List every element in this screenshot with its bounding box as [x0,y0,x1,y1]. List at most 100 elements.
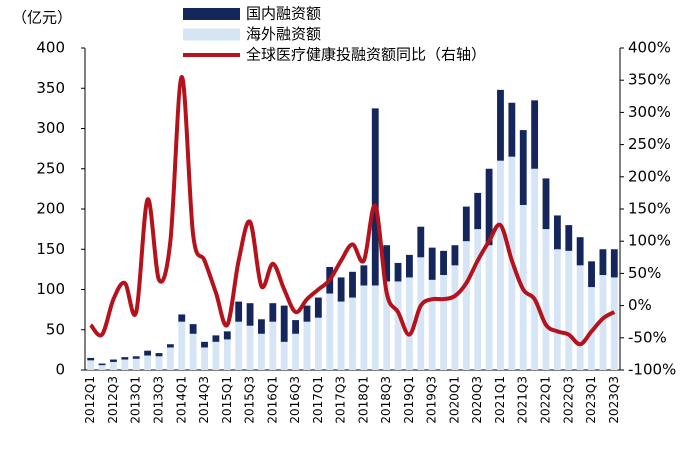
bar-segment [155,356,163,370]
bar-segment [485,245,493,370]
bar-segment [212,335,220,342]
bar-segment [451,265,459,370]
bar-segment [371,285,379,370]
x-tick-label: 2021Q1 [493,376,507,424]
bar-segment [110,361,117,370]
bar-segment [588,261,595,288]
x-tick-label: 2013Q3 [151,376,165,424]
bar-segment [144,355,152,370]
x-tick-label: 2016Q3 [288,376,302,424]
bar-segment [576,237,584,266]
bar-segment [508,102,516,157]
bar-segment [462,206,470,242]
bar-segment [440,275,447,370]
x-tick-label: 2020Q1 [447,376,461,424]
x-tick-label: 2012Q3 [106,376,120,424]
y2-tick-label: 50% [628,264,661,282]
legend-label: 海外融资额 [246,25,321,43]
y2-tick-label: 300% [628,103,671,121]
bar-segment [497,89,504,161]
bar-segment [258,319,265,334]
bar-segment [337,277,345,302]
bar-segment [314,317,322,370]
x-tick-label: 2017Q1 [311,376,325,424]
bar-segment [121,359,129,370]
bar-segment [132,356,140,359]
y-unit-label: （亿元） [12,9,72,27]
bar-segment [417,257,425,370]
bar-segment [542,178,550,230]
bar-segment [98,363,106,366]
x-tick-label: 2021Q3 [516,376,530,424]
bar-segment [542,229,550,370]
bar-segment [497,160,504,370]
bar-segment [519,130,527,205]
bar-segment [269,321,277,370]
bar-segment [406,277,413,370]
bar-segment [360,265,368,286]
y-tick-label: 100 [36,280,65,298]
bar-segment [565,250,573,370]
bar-segment [189,324,197,334]
bar-segment [303,321,311,370]
y2-tick-label: 0% [628,296,652,314]
bar-segment [599,275,607,370]
x-tick-label: 2013Q1 [129,376,143,424]
bar-segment [292,320,299,334]
bar-segment [223,331,231,340]
bar-segment [246,325,254,370]
bar-segment [610,277,618,370]
y-tick-label: 250 [36,159,65,177]
x-tick-label: 2023Q3 [607,376,621,424]
legend-swatch [183,8,240,20]
bar-segment [110,359,117,362]
bar-segment [553,249,561,370]
bar-segment [201,341,208,348]
x-tick-label: 2018Q1 [356,376,370,424]
x-tick-label: 2019Q3 [425,376,439,424]
x-tick-label: 2017Q3 [334,376,348,424]
bar-segment [155,353,163,357]
y2-tick-label: 350% [628,71,671,89]
bar-segment [474,192,482,230]
x-tick-label: 2023Q1 [584,376,598,424]
bar-segment [485,168,493,246]
bar-segment [383,281,391,370]
bar-segment [440,250,447,276]
bar-segment [383,245,391,282]
bar-segment [417,226,425,258]
bar-segment [212,341,220,370]
bar-segment [87,357,95,361]
bar-segment [223,339,231,370]
y-tick-label: 400 [36,39,65,57]
legend-swatch [183,28,240,41]
x-tick-label: 2022Q1 [539,376,553,424]
bar-segment [166,347,174,370]
bar-segment [349,271,356,298]
bar-segment [576,265,584,370]
line-series [89,74,616,347]
bar-segment [406,254,413,278]
bar-segment [189,333,197,370]
y2-tick-label: 100% [628,232,671,250]
bar-segment [451,245,459,266]
x-tick-label: 2022Q3 [561,376,575,424]
bar-segment [235,321,243,370]
bar-segment [531,100,539,169]
bar-segment [337,301,345,370]
y-tick-label: 0 [55,361,65,379]
bar-segment [394,262,402,282]
bar-segment [394,281,402,370]
bar-segment [599,249,607,276]
bar-segment [371,108,379,286]
bar-segment [292,333,299,370]
bar-segment [258,333,265,370]
y2-tick-label: 250% [628,135,671,153]
bar-segment [314,297,322,318]
x-tick-label: 2014Q1 [174,376,188,424]
bar-segment [166,344,174,348]
x-tick-label: 2016Q1 [265,376,279,424]
bar-segment [610,249,618,278]
x-tick-label: 2015Q1 [220,376,234,424]
